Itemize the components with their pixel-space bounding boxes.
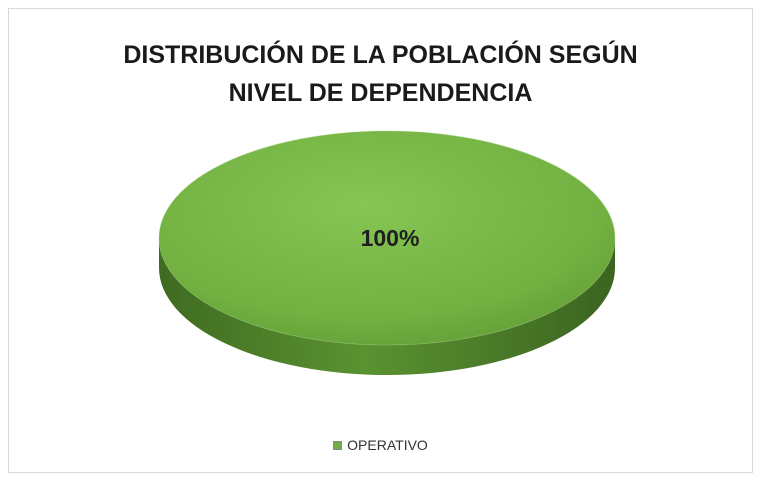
data-label-operativo: 100% <box>361 225 420 251</box>
legend-swatch-operativo <box>333 441 342 450</box>
legend: OPERATIVO <box>0 437 761 453</box>
pie-slices <box>159 131 615 375</box>
legend-label-operativo: OPERATIVO <box>347 437 428 453</box>
